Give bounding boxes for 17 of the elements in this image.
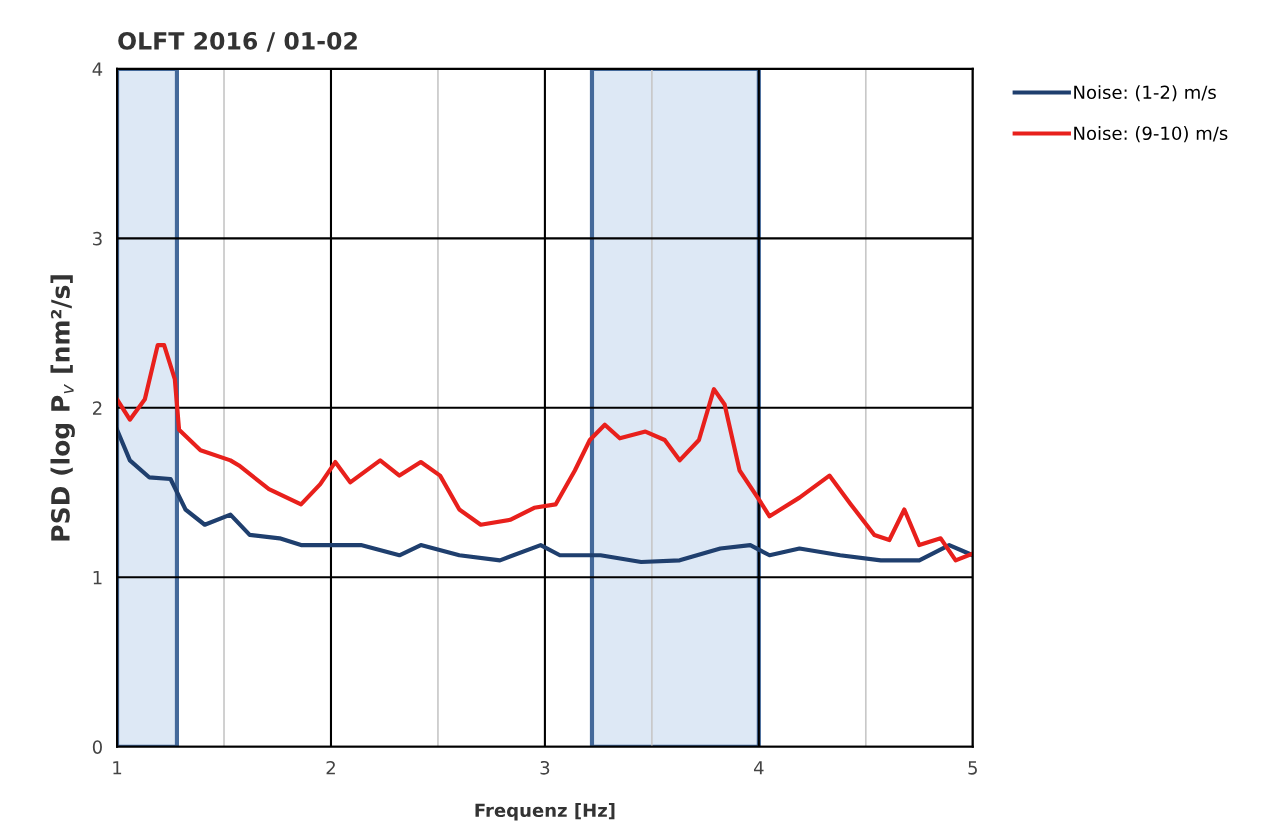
- line-series: [117, 427, 973, 565]
- y-tick-label: 4: [92, 62, 103, 76]
- y-tick-label: 2: [92, 401, 102, 415]
- x-tick-label: 3: [540, 760, 550, 775]
- line-series: [117, 343, 973, 563]
- x-tick-label: 2: [326, 760, 335, 775]
- x-tick-label: 5: [968, 761, 977, 775]
- x-tick-label: 1: [113, 761, 122, 775]
- chart-title: OLFT 2016 / 01-02: [118, 31, 357, 52]
- legend-label: Noise: (9-10) m/s: [1074, 126, 1228, 143]
- y-tick-label: 0: [92, 740, 102, 754]
- y-tick-label: 3: [93, 231, 102, 246]
- x-axis-title: Frequenz [Hz]: [475, 803, 615, 821]
- legend-label: Noise: (1-2) m/s: [1074, 85, 1216, 102]
- y-tick-label: 1: [93, 570, 102, 585]
- y-axis-title: PSD (log P$_{v}$ [nm²/s]: [50, 275, 75, 541]
- x-tick-label: 4: [753, 761, 764, 775]
